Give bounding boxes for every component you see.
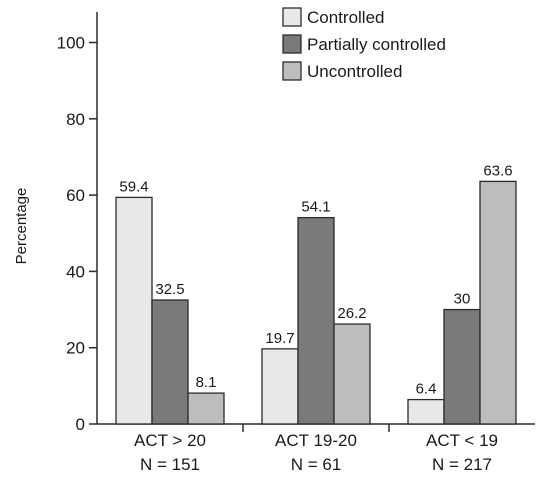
bar-uncontrolled xyxy=(479,180,517,425)
x-tick-label: N = 151 xyxy=(140,455,200,474)
bar-uncontrolled xyxy=(187,392,225,425)
x-tick-label: ACT 19-20 xyxy=(275,431,357,450)
data-label: 63.6 xyxy=(483,162,512,179)
legend: Controlled Partially controlled Uncontroll… xyxy=(282,7,446,81)
legend-swatch xyxy=(282,61,302,81)
y-tick-label: 0 xyxy=(76,415,85,434)
bar-partially-controlled xyxy=(151,299,189,425)
bar-controlled xyxy=(115,196,153,425)
legend-label: Controlled xyxy=(307,8,385,27)
y-tick-label: 60 xyxy=(66,186,85,205)
x-tick-label: N = 61 xyxy=(291,455,342,474)
legend-swatch xyxy=(282,7,302,27)
data-label: 19.7 xyxy=(265,330,294,347)
data-label: 8.1 xyxy=(196,374,217,391)
bar-partially-controlled xyxy=(443,308,481,425)
bar-uncontrolled xyxy=(333,323,371,425)
y-tick-label: 40 xyxy=(66,262,85,281)
x-tick-label: ACT < 19 xyxy=(426,431,498,450)
y-tick-label: 80 xyxy=(66,110,85,129)
y-tick-label: 20 xyxy=(66,339,85,358)
x-tick-label: N = 217 xyxy=(432,455,492,474)
bars xyxy=(115,180,517,425)
data-label: 30 xyxy=(454,291,471,308)
data-labels: 59.4 32.5 8.1 19.7 54.1 26.2 6.4 30 63.6 xyxy=(119,162,512,397)
legend-label: Partially controlled xyxy=(307,35,446,54)
data-label: 54.1 xyxy=(301,199,330,216)
y-axis-title: Percentage xyxy=(13,188,30,265)
y-tick-label: 100 xyxy=(57,34,85,53)
data-label: 26.2 xyxy=(337,305,366,322)
x-tick-label: ACT > 20 xyxy=(134,431,206,450)
legend-swatch xyxy=(282,34,302,54)
legend-label: Uncontrolled xyxy=(307,62,402,81)
axes: 0 20 40 60 80 100 ACT > 20 N = 151 ACT 19-20 N = … xyxy=(57,12,535,474)
data-label: 6.4 xyxy=(416,381,437,398)
bar-partially-controlled xyxy=(297,216,335,425)
bar-controlled xyxy=(407,398,445,425)
data-label: 32.5 xyxy=(155,281,184,298)
data-label: 59.4 xyxy=(119,178,148,195)
bar-controlled xyxy=(261,348,299,425)
